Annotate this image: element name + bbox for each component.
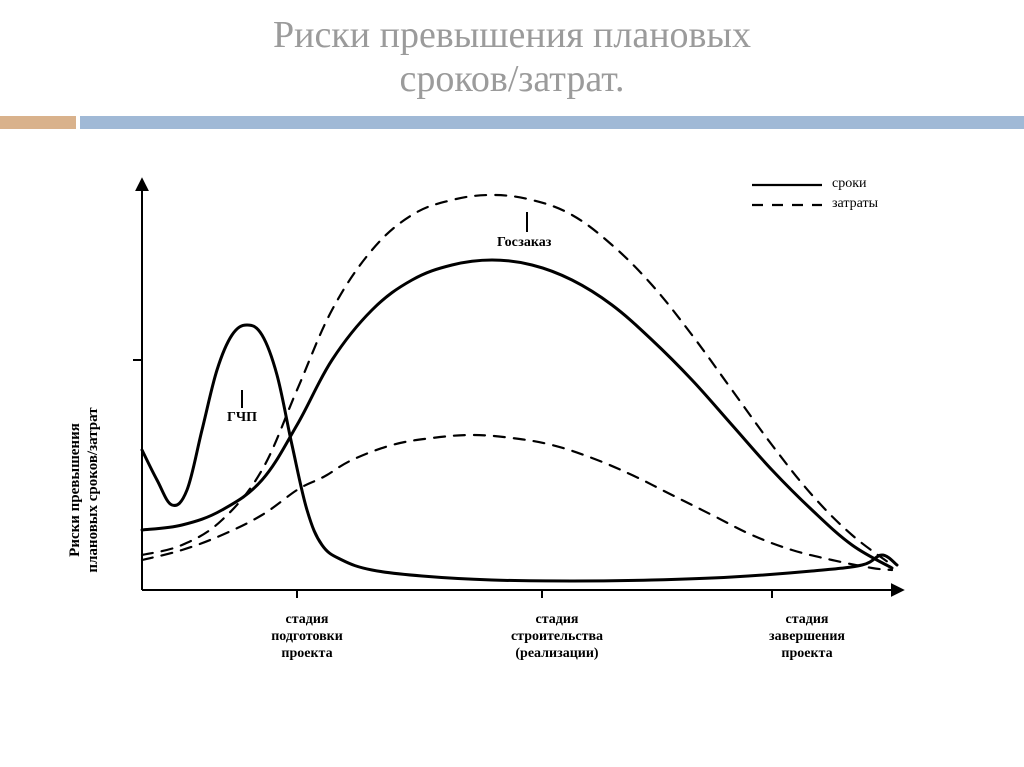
title-bar	[80, 116, 1024, 129]
slide-title: Риски превышения плановыхсроков/затрат.	[0, 14, 1024, 101]
legend-item-zatraty: затраты	[832, 196, 878, 212]
risk-chart: Риски превышенияплановых сроков/затрат с…	[72, 160, 952, 710]
x-stage-label-3: стадиязавершенияпроекта	[722, 612, 892, 662]
legend-item-sroki: сроки	[832, 176, 867, 192]
x-stage-label-1: стадияподготовкипроекта	[222, 612, 392, 662]
slide-title-text: Риски превышения плановыхсроков/затрат.	[273, 14, 751, 100]
curve-label-gchp: ГЧП	[227, 410, 257, 426]
curve-label-goszakaz: Госзаказ	[497, 235, 551, 251]
x-stage-label-2: стадиястроительства(реализации)	[472, 612, 642, 662]
y-axis-label: Риски превышенияплановых сроков/затрат	[66, 407, 102, 572]
title-bar-accent	[0, 116, 76, 129]
